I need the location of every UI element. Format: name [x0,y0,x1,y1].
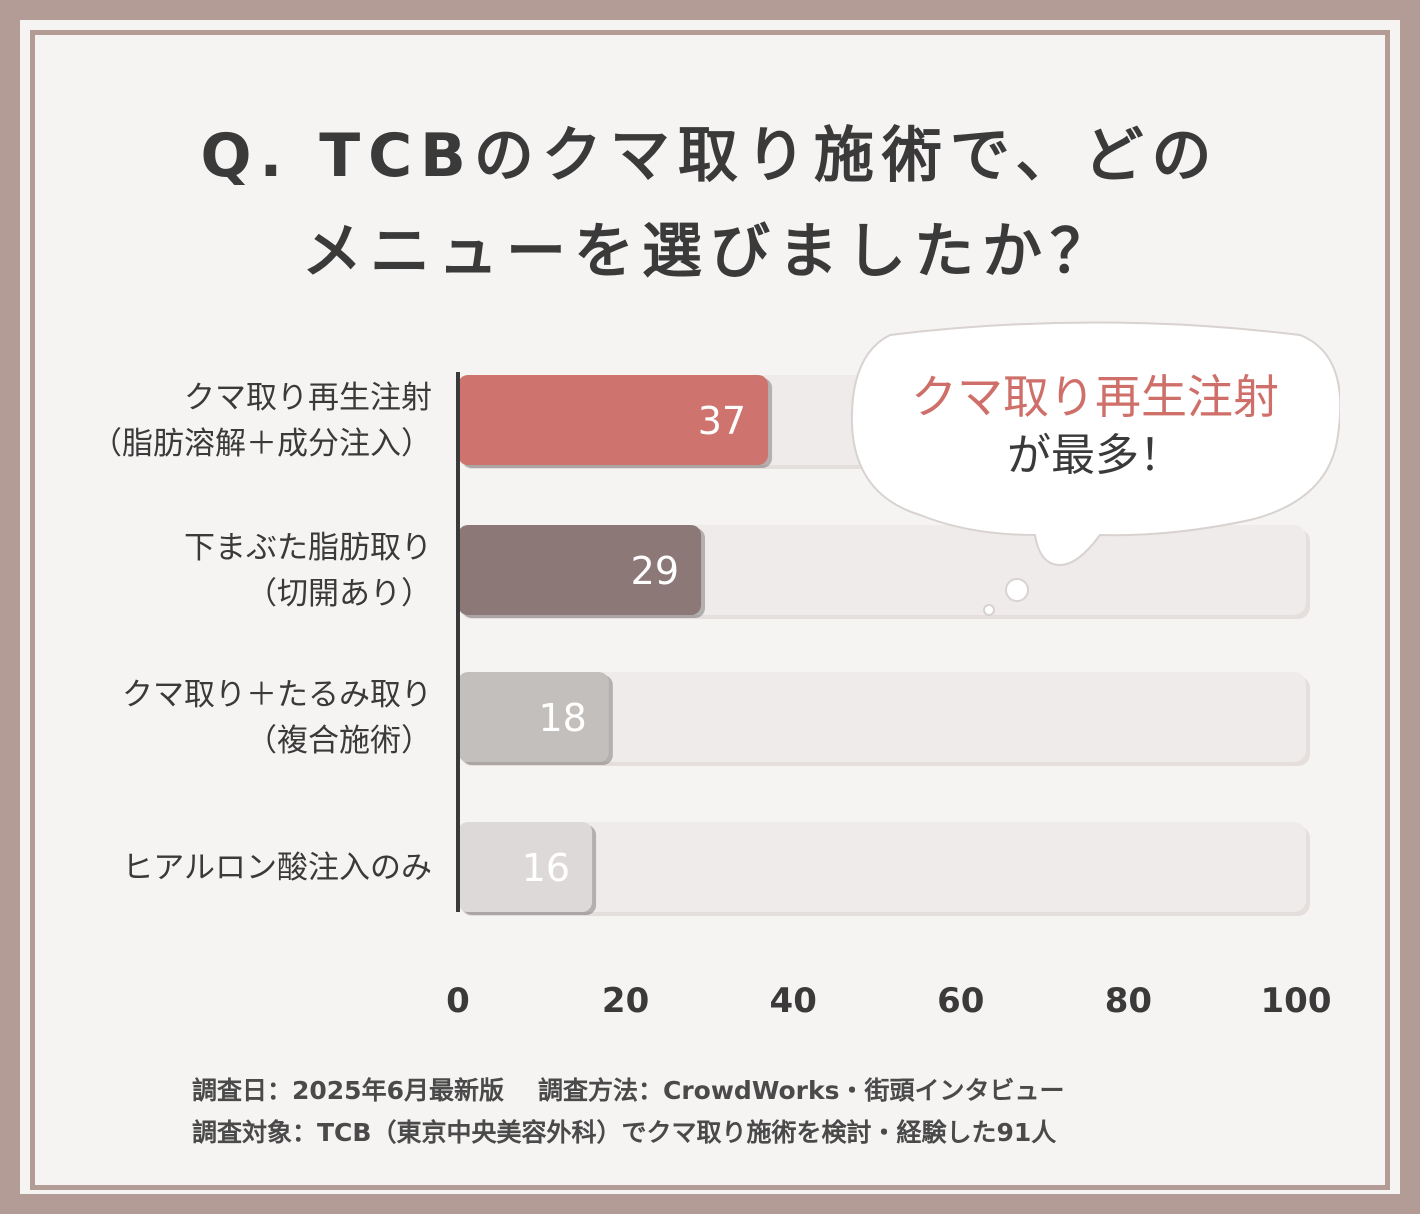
speech-bubble [850,321,1340,567]
title-line-1: Q. TCBのクマ取り施術で、どの [200,121,1220,191]
category-label: クマ取り＋たるみ取り [122,677,432,713]
survey-footer: 調査日：2025年6月最新版 調査方法：CrowdWorks・街頭インタビュー 調… [192,1070,1065,1154]
chart-card: Q. TCBのクマ取り施術で、どの メニューを選びましたか？ 37 クマ取り再生注… [20,20,1400,1194]
bar-value-label: 37 [698,399,746,443]
callout-suffix: が最多！ [1007,430,1183,481]
x-tick-label: 60 [937,981,984,1021]
bubble-dots [983,578,1029,616]
bar [458,375,769,465]
category-label: （切開あり） [246,576,432,612]
bar-value-label: 16 [522,846,570,890]
category-label: （複合施術） [246,723,432,759]
bar-track [458,822,1306,912]
inner-frame [30,30,1390,1190]
x-tick-label: 100 [1261,981,1332,1021]
bar [458,525,702,615]
bar-value-label: 29 [631,549,679,593]
chart-title: Q. TCBのクマ取り施術で、どの メニューを選びましたか？ [20,108,1400,300]
callout-highlight: クマ取り再生注射 [911,370,1279,424]
category-label: （脂肪溶解＋成分注入） [91,426,432,462]
bar-value-label: 18 [538,696,586,740]
survey-target: 調査対象：TCB（東京中央美容外科）でクマ取り施術を検討・経験した91人 [192,1118,1057,1147]
callout-text: クマ取り再生注射 が最多！ [850,368,1340,486]
category-label: 下まぶた脂肪取り [184,530,432,566]
bar-chart: 37 クマ取り再生注射 （脂肪溶解＋成分注入） 29 下まぶた脂肪取り （切開あり） 18 ク… [91,372,1332,1021]
category-label: クマ取り再生注射 [184,380,432,416]
title-line-2: メニューを選びましたか？ [302,217,1118,287]
category-label: ヒアルロン酸注入のみ [122,850,432,886]
bar [458,822,593,912]
x-tick-label: 0 [446,981,470,1021]
survey-method: 調査方法：CrowdWorks・街頭インタビュー [537,1076,1065,1105]
x-tick-label: 20 [602,981,649,1021]
x-tick-label: 80 [1105,981,1152,1021]
bar [458,672,609,762]
survey-date: 調査日：2025年6月最新版 [192,1076,504,1105]
x-tick-label: 40 [770,981,817,1021]
bar-track [458,672,1306,762]
